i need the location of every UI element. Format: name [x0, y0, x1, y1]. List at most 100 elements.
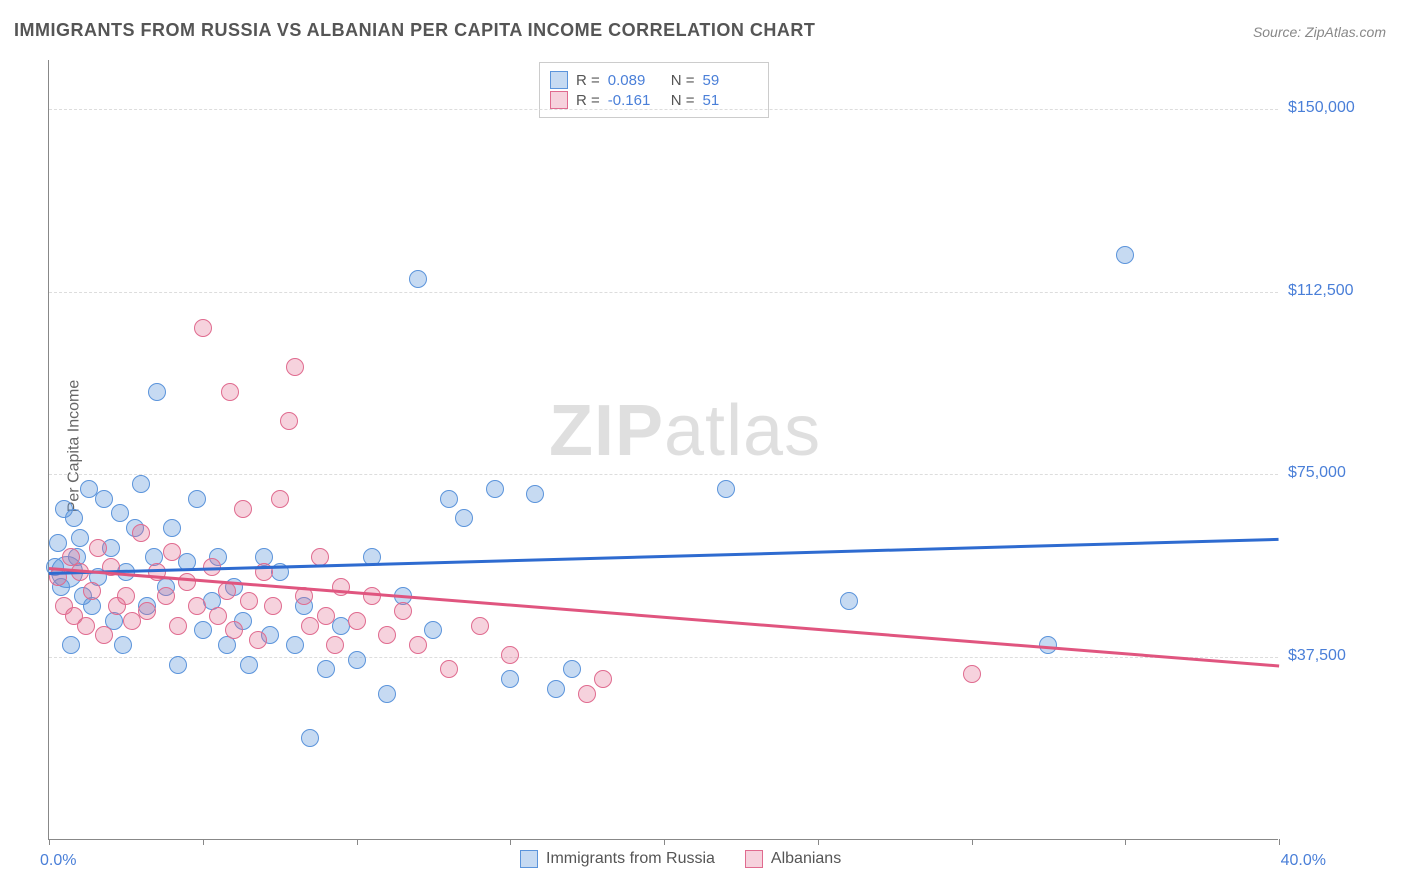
- stats-row-series2: R = -0.161 N = 51: [550, 91, 758, 109]
- gridline: [49, 657, 1278, 658]
- watermark-light: atlas: [664, 391, 821, 471]
- point-series2: [271, 490, 289, 508]
- trendline-series1: [49, 538, 1279, 575]
- point-series1: [111, 504, 129, 522]
- point-series1: [440, 490, 458, 508]
- point-series2: [163, 543, 181, 561]
- point-series2: [348, 612, 366, 630]
- point-series2: [209, 607, 227, 625]
- legend-item-series1: Immigrants from Russia: [520, 850, 715, 868]
- point-series2: [83, 582, 101, 600]
- point-series2: [501, 646, 519, 664]
- point-series1: [563, 660, 581, 678]
- gridline: [49, 474, 1278, 475]
- x-tick: [972, 839, 973, 845]
- point-series1: [378, 685, 396, 703]
- point-series2: [194, 319, 212, 337]
- legend-label-series1: Immigrants from Russia: [546, 850, 715, 868]
- y-tick-label: $37,500: [1288, 647, 1346, 665]
- chart-title: IMMIGRANTS FROM RUSSIA VS ALBANIAN PER C…: [14, 20, 815, 41]
- point-series2: [471, 617, 489, 635]
- x-tick: [203, 839, 204, 845]
- point-series1: [169, 656, 187, 674]
- point-series2: [221, 383, 239, 401]
- legend-swatch-series2: [745, 850, 763, 868]
- point-series2: [326, 636, 344, 654]
- r-label: R =: [576, 72, 600, 89]
- legend-label-series2: Albanians: [771, 850, 841, 868]
- gridline: [49, 109, 1278, 110]
- point-series2: [188, 597, 206, 615]
- point-series1: [717, 480, 735, 498]
- x-tick: [1279, 839, 1280, 845]
- legend-item-series2: Albanians: [745, 850, 841, 868]
- point-series2: [264, 597, 282, 615]
- watermark: ZIPatlas: [549, 390, 821, 472]
- point-series1: [840, 592, 858, 610]
- point-series1: [95, 490, 113, 508]
- point-series2: [234, 500, 252, 518]
- point-series2: [77, 617, 95, 635]
- point-series2: [178, 573, 196, 591]
- r-value-series2: -0.161: [608, 92, 663, 109]
- point-series2: [138, 602, 156, 620]
- point-series2: [249, 631, 267, 649]
- point-series2: [963, 665, 981, 683]
- x-tick: [510, 839, 511, 845]
- y-tick-label: $150,000: [1288, 99, 1355, 117]
- y-tick-label: $112,500: [1288, 282, 1354, 300]
- x-axis-max-label: 40.0%: [1281, 852, 1326, 870]
- point-series1: [1116, 246, 1134, 264]
- point-series2: [378, 626, 396, 644]
- point-series2: [409, 636, 427, 654]
- point-series2: [286, 358, 304, 376]
- point-series2: [169, 617, 187, 635]
- x-tick: [664, 839, 665, 845]
- point-series1: [501, 670, 519, 688]
- point-series2: [440, 660, 458, 678]
- point-series2: [117, 587, 135, 605]
- point-series2: [225, 621, 243, 639]
- n-label: N =: [671, 72, 695, 89]
- watermark-bold: ZIP: [549, 391, 664, 471]
- gridline: [49, 292, 1278, 293]
- point-series1: [65, 509, 83, 527]
- point-series2: [157, 587, 175, 605]
- point-series2: [578, 685, 596, 703]
- point-series1: [240, 656, 258, 674]
- point-series1: [163, 519, 181, 537]
- point-series1: [301, 729, 319, 747]
- point-series1: [526, 485, 544, 503]
- point-series2: [363, 587, 381, 605]
- stats-row-series1: R = 0.089 N = 59: [550, 71, 758, 89]
- r-label: R =: [576, 92, 600, 109]
- r-value-series1: 0.089: [608, 72, 663, 89]
- x-tick: [357, 839, 358, 845]
- legend-swatch-series1: [520, 850, 538, 868]
- point-series1: [114, 636, 132, 654]
- point-series2: [594, 670, 612, 688]
- point-series1: [547, 680, 565, 698]
- point-series1: [188, 490, 206, 508]
- legend: Immigrants from Russia Albanians: [520, 850, 841, 868]
- x-tick: [818, 839, 819, 845]
- point-series1: [424, 621, 442, 639]
- point-series1: [286, 636, 304, 654]
- point-series2: [132, 524, 150, 542]
- point-series1: [148, 383, 166, 401]
- x-tick: [49, 839, 50, 845]
- point-series2: [394, 602, 412, 620]
- point-series2: [280, 412, 298, 430]
- point-series2: [89, 539, 107, 557]
- swatch-series2: [550, 91, 568, 109]
- point-series1: [71, 529, 89, 547]
- point-series2: [317, 607, 335, 625]
- n-value-series2: 51: [703, 92, 758, 109]
- point-series1: [62, 636, 80, 654]
- point-series1: [486, 480, 504, 498]
- n-label: N =: [671, 92, 695, 109]
- chart-plot-area: ZIPatlas R = 0.089 N = 59 R = -0.161 N =…: [48, 60, 1278, 840]
- point-series2: [240, 592, 258, 610]
- n-value-series1: 59: [703, 72, 758, 89]
- point-series1: [348, 651, 366, 669]
